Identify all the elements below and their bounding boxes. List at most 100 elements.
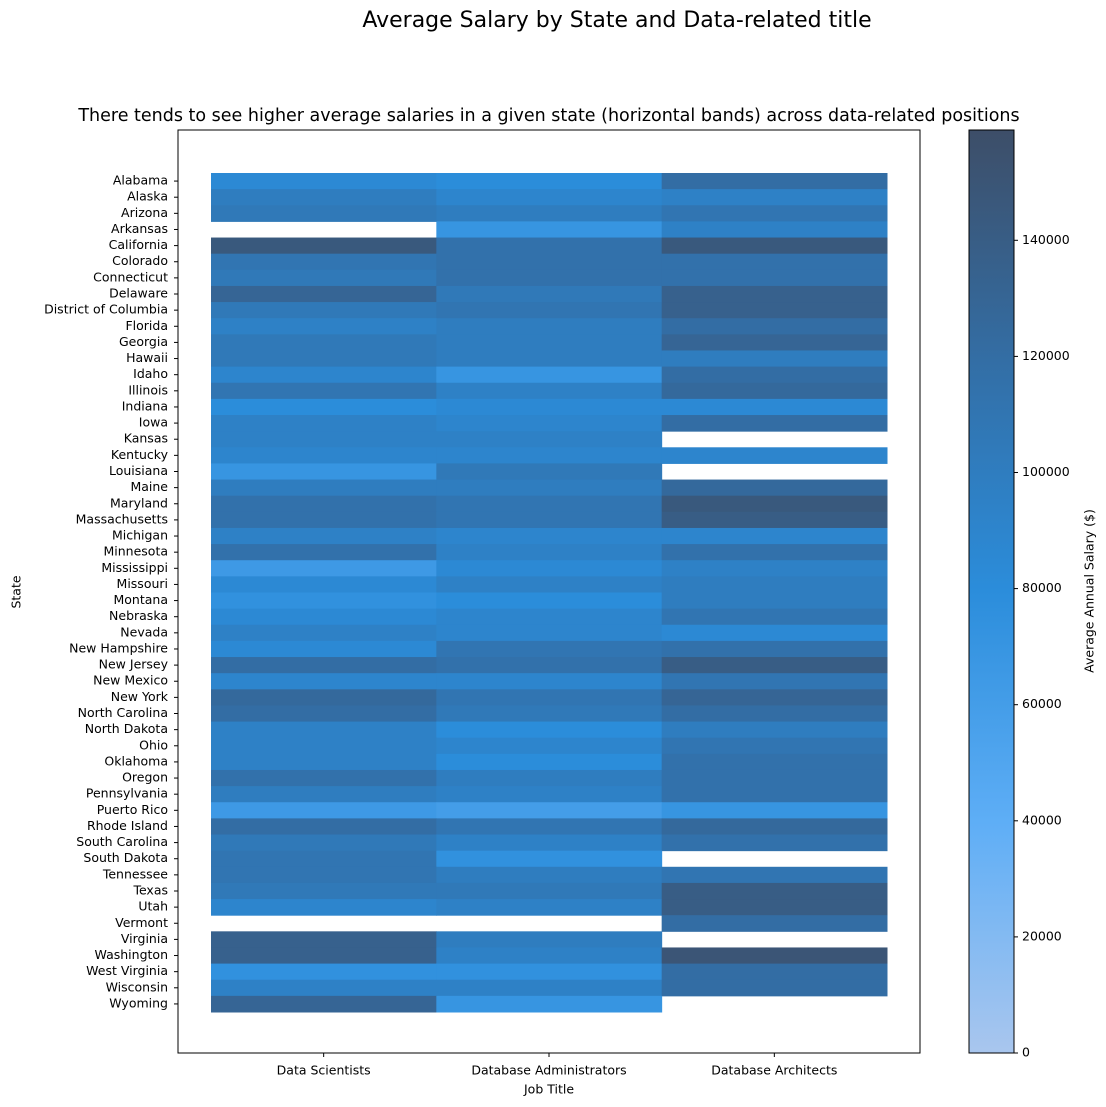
y-tick-label: New Mexico xyxy=(93,673,168,688)
y-tick-label: New Hampshire xyxy=(69,640,168,655)
y-tick-label: District of Columbia xyxy=(44,302,168,317)
heatmap-cell xyxy=(661,334,888,351)
y-tick-label: Alaska xyxy=(127,189,168,204)
heatmap-cell xyxy=(661,657,888,674)
heatmap-cell xyxy=(661,205,888,222)
heatmap-cell xyxy=(211,769,437,787)
heatmap-cell xyxy=(661,624,888,642)
heatmap-cell xyxy=(661,302,888,319)
heatmap-cell xyxy=(436,689,663,706)
y-tick-label: Arkansas xyxy=(111,221,168,236)
heatmap-cell xyxy=(436,592,663,610)
x-tick-label: Database Architects xyxy=(711,1063,837,1078)
heatmap-cell xyxy=(436,753,663,771)
heatmap-cell xyxy=(211,205,437,222)
y-tick-label: Pennsylvania xyxy=(86,786,168,801)
y-tick-label: California xyxy=(109,237,168,252)
y-tick-label: Connecticut xyxy=(93,269,168,284)
heatmap-cell xyxy=(436,882,663,900)
heatmap-cell xyxy=(436,253,663,271)
heatmap-cell xyxy=(661,221,888,239)
heatmap-cell xyxy=(436,786,663,803)
y-tick-label: Mississippi xyxy=(101,560,168,575)
heatmap-cell xyxy=(436,382,663,400)
heatmap-cell xyxy=(661,753,888,771)
heatmap-cell xyxy=(211,640,437,658)
heatmap-cell xyxy=(211,334,437,351)
colorbar-tick-label: 60000 xyxy=(1022,696,1062,711)
heatmap-cell xyxy=(211,285,437,303)
heatmap-cell xyxy=(436,269,663,287)
heatmap-cell xyxy=(661,737,888,755)
heatmap-cell xyxy=(211,189,437,206)
heatmap-cell xyxy=(211,511,437,529)
y-tick-label: Illinois xyxy=(128,382,168,397)
heatmap-cell xyxy=(661,527,888,545)
colorbar xyxy=(968,129,1015,1054)
y-axis-label: State xyxy=(9,575,24,608)
heatmap-cell xyxy=(436,544,663,561)
heatmap-cell xyxy=(661,786,888,803)
heatmap-cell xyxy=(211,350,437,368)
heatmap-cell xyxy=(661,818,888,836)
heatmap-cell xyxy=(211,850,437,868)
heatmap-cell xyxy=(211,818,437,836)
y-tick-label: Nebraska xyxy=(109,608,168,623)
heatmap-cell xyxy=(436,366,663,384)
heatmap-cell xyxy=(211,866,437,884)
y-tick-label: Maine xyxy=(130,479,168,494)
heatmap-cell xyxy=(436,721,663,739)
heatmap-cell xyxy=(436,221,663,239)
heatmap-cell xyxy=(436,415,663,432)
x-tick-label: Data Scientists xyxy=(277,1063,371,1078)
y-tick-label: Hawaii xyxy=(126,350,168,365)
heatmap-cell xyxy=(661,608,888,626)
heatmap-cell xyxy=(211,479,437,497)
y-tick-label: Florida xyxy=(125,318,168,333)
heatmap-cell xyxy=(211,657,437,674)
y-tick-label: Maryland xyxy=(110,495,168,510)
heatmap-cell xyxy=(661,560,888,577)
heatmap-cell xyxy=(211,947,437,965)
y-tick-label: Kansas xyxy=(124,431,168,446)
heatmap-cell xyxy=(211,786,437,803)
heatmap-cell xyxy=(436,189,663,206)
heatmap-cell xyxy=(211,463,437,481)
heatmap-cell xyxy=(661,366,888,384)
heatmap-cell xyxy=(436,673,663,690)
heatmap-cell xyxy=(436,334,663,351)
heatmap-cell xyxy=(661,947,888,965)
x-axis-label: Job Title xyxy=(523,1082,574,1097)
heatmap-cell xyxy=(436,608,663,626)
heatmap-cell xyxy=(436,237,663,255)
x-tick-label: Database Administrators xyxy=(471,1063,626,1078)
colorbar-tick-label: 80000 xyxy=(1022,580,1062,595)
heatmap-cell xyxy=(211,882,437,900)
heatmap-cell xyxy=(211,237,437,255)
heatmap-cell xyxy=(211,302,437,319)
heatmap-cell xyxy=(211,802,437,819)
y-tick-label: New Jersey xyxy=(99,657,169,672)
heatmap-cell xyxy=(436,624,663,642)
y-tick-label: Vermont xyxy=(115,915,168,930)
heatmap-cell xyxy=(436,769,663,787)
y-tick-label: Oklahoma xyxy=(104,753,168,768)
y-tick-label: Georgia xyxy=(119,334,168,349)
colorbar-tick-label: 0 xyxy=(1022,1045,1030,1060)
heatmap-cell xyxy=(661,447,888,464)
y-tick-label: North Carolina xyxy=(78,705,168,720)
heatmap-cell xyxy=(661,495,888,513)
heatmap-cell xyxy=(436,899,663,916)
y-tick-label: Tennessee xyxy=(102,866,168,881)
y-tick-label: Nevada xyxy=(120,624,168,639)
y-tick-label: Massachusetts xyxy=(76,511,168,526)
heatmap-cell xyxy=(661,882,888,900)
heatmap-cell xyxy=(436,657,663,674)
heatmap-cell xyxy=(436,818,663,836)
heatmap-cell xyxy=(436,205,663,222)
heatmap-cell xyxy=(211,721,437,739)
heatmap-cell xyxy=(661,285,888,303)
y-tick-label: Ohio xyxy=(139,737,168,752)
heatmap-cell xyxy=(661,269,888,287)
y-tick-label: Washington xyxy=(95,947,168,962)
